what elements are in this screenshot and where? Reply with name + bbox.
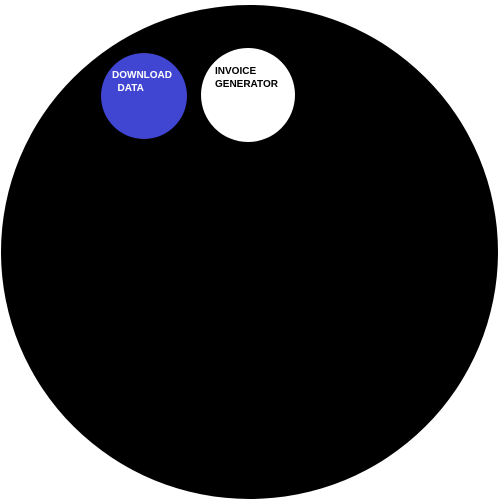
download-data-button[interactable]: DOWNLOAD DATA	[101, 53, 187, 139]
invoice-generator-label: INVOICE GENERATOR	[215, 66, 278, 90]
download-data-label: DOWNLOAD DATA	[112, 70, 172, 94]
invoice-generator-button[interactable]: INVOICE GENERATOR	[201, 48, 295, 142]
